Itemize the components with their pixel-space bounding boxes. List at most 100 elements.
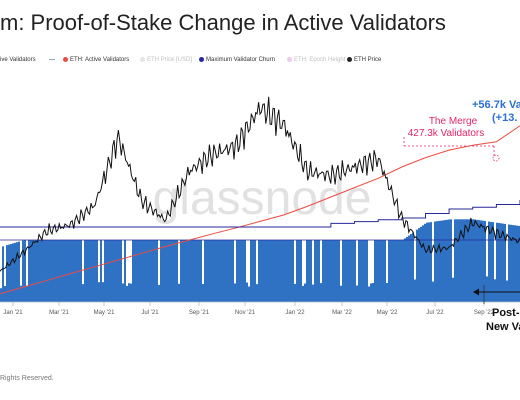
validator-change-bar (398, 240, 400, 302)
validator-change-bar (350, 240, 352, 302)
validator-change-bar (424, 223, 426, 302)
validator-change-bar (300, 240, 302, 302)
validator-change-bar (224, 240, 226, 302)
validator-change-bar (434, 221, 436, 302)
post-merge-arrowhead (473, 288, 479, 296)
validator-change-bar (432, 281, 434, 302)
validator-change-bar (262, 240, 264, 302)
validator-change-bar (296, 240, 298, 302)
validator-change-bar (292, 240, 294, 302)
validator-change-bar (450, 219, 452, 302)
validator-change-bar (216, 240, 218, 302)
validator-change-bar (336, 240, 338, 302)
validator-change-bar (384, 240, 386, 302)
validator-change-bar (24, 240, 26, 302)
validator-change-bar (220, 240, 222, 302)
validator-change-bar (456, 219, 458, 302)
validator-change-bar (484, 221, 486, 302)
validator-change-bar (212, 240, 214, 302)
validator-change-bar (442, 220, 444, 302)
validator-change-bar (150, 240, 152, 302)
validator-change-bar (250, 240, 252, 302)
validator-change-bar (130, 283, 132, 302)
legend-dash-separator (49, 59, 55, 60)
validator-change-bar (156, 240, 158, 302)
legend-item-epoch-height[interactable]: ETH: Epoch Height (287, 57, 345, 63)
validator-change-bar (282, 240, 284, 302)
legend-swatch-max-churn (199, 57, 204, 62)
validator-change-bar (136, 240, 138, 302)
validator-change-bar (338, 240, 340, 302)
validator-change-bar (378, 240, 380, 302)
validator-change-bar (360, 240, 362, 302)
validator-change-bar (410, 234, 412, 302)
legend-item-validator-change[interactable]: ive Validators (0, 57, 36, 63)
validator-change-bar (2, 246, 4, 302)
gain-annotation: +56.7k Va (+13. (472, 99, 520, 124)
validator-change-bar (396, 240, 398, 302)
legend-item-max-churn[interactable]: Maximum Validator Churn (199, 57, 275, 63)
validator-change-bar (454, 219, 456, 302)
validator-change-bar (52, 240, 54, 302)
legend-item-active-validators[interactable]: ETH: Active Validators (49, 57, 129, 63)
validator-change-bar (188, 240, 190, 302)
x-tick-label: Sep '21 (189, 310, 210, 316)
validator-change-bar (252, 240, 254, 302)
validator-change-bar (132, 240, 134, 302)
eth-price-line (0, 96, 520, 272)
validator-change-bar (140, 240, 142, 302)
x-tick-label: May '22 (377, 310, 398, 316)
validator-change-bar (230, 240, 232, 302)
validator-change-bar (318, 240, 320, 302)
legend-label-epoch-height: ETH: Epoch Height (294, 57, 346, 64)
validator-change-bar (96, 240, 98, 302)
validator-change-bar (244, 240, 246, 302)
validator-change-bar (468, 219, 470, 302)
legend-label-validator-change: ive Validators (0, 57, 36, 63)
validator-change-bar (352, 240, 354, 302)
validator-change-bar (268, 240, 270, 302)
validator-change-bar (316, 240, 318, 302)
validator-change-bar (172, 240, 174, 302)
validator-change-bar (256, 284, 258, 302)
validator-change-bar (438, 220, 440, 302)
validator-change-bar (420, 226, 422, 302)
validator-change-bar (394, 240, 396, 302)
validator-change-bar (18, 241, 20, 302)
validator-change-bar (6, 245, 8, 302)
validator-change-bar (286, 240, 288, 302)
validator-change-bar (298, 240, 300, 302)
validator-change-bar (30, 240, 32, 302)
validator-change-bar (198, 240, 200, 302)
validator-change-bar (506, 280, 508, 302)
validator-change-bar (310, 240, 312, 302)
active-validators-line (0, 125, 520, 295)
validator-change-bar (494, 279, 496, 302)
validator-change-bar (428, 222, 430, 302)
validator-change-bar (144, 240, 146, 302)
validator-change-bar (326, 240, 328, 302)
validator-change-bar (104, 240, 106, 302)
x-tick-label: Sep '22 (474, 310, 495, 316)
validator-change-bar (102, 282, 104, 302)
validator-change-bar (324, 240, 326, 302)
validator-change-bar (116, 240, 118, 302)
validator-change-bar (170, 240, 172, 302)
validator-change-bar (404, 238, 406, 302)
validator-change-bar (372, 283, 374, 302)
legend-item-eth-price-usd[interactable]: ETH Price [USD] (140, 57, 192, 63)
validator-change-bar (194, 240, 196, 302)
legend-item-eth-price[interactable]: ETH Price (347, 57, 381, 63)
validator-change-bar (470, 219, 472, 302)
validator-change-bar (308, 240, 310, 302)
validator-change-bar (426, 222, 428, 302)
validator-change-bar (66, 240, 68, 302)
validator-change-bar (158, 284, 160, 302)
validator-change-bar (152, 240, 154, 302)
validator-change-bar (368, 286, 370, 302)
validator-change-bar (414, 279, 416, 302)
validator-change-bar (34, 240, 36, 302)
validator-change-bar (408, 235, 410, 302)
validator-change-bar (276, 240, 278, 302)
